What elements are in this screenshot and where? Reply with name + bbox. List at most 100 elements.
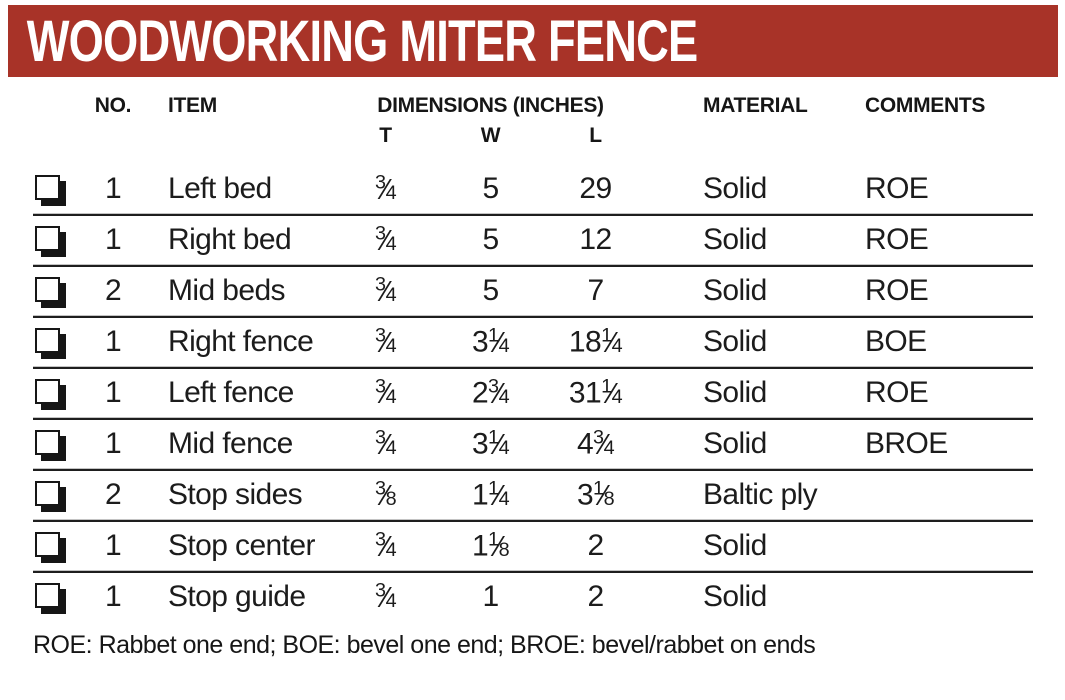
table-header: NO. ITEM DIMENSIONS (INCHES) MATERIAL CO… [33, 91, 1033, 151]
cell-length: 29 [579, 172, 612, 205]
cell-no: 1 [104, 325, 122, 358]
cell-comments: ROE [865, 376, 929, 409]
cell-no: 1 [104, 529, 122, 562]
cell-no: 1 [104, 223, 122, 256]
checkbox-cell [33, 327, 83, 357]
cell-no: 1 [104, 580, 122, 613]
checkbox-cell [33, 378, 83, 408]
abbreviation-key: ROE: Rabbet one end; BOE: bevel one end;… [33, 631, 816, 659]
row-divider [33, 519, 1033, 522]
table-row: 2 Stop sides 3⁄8 11⁄4 31⁄8 Baltic ply [33, 471, 1033, 519]
cell-item: Mid beds [168, 274, 286, 307]
cell-item: Right fence [168, 325, 314, 358]
checkbox-cell [33, 276, 83, 306]
cut-list-page: WOODWORKING MITER FENCE NO. ITEM DIMENSI… [0, 5, 1065, 700]
header-item: ITEM [168, 94, 217, 117]
cell-length: 31⁄8 [576, 477, 615, 512]
row-divider [33, 264, 1033, 267]
cell-width: 5 [482, 172, 499, 205]
cell-width: 5 [482, 274, 499, 307]
cell-no: 1 [104, 376, 122, 409]
cell-width: 11⁄4 [471, 477, 510, 512]
cell-item: Left fence [168, 376, 294, 409]
row-divider [33, 417, 1033, 420]
cell-item: Stop guide [168, 580, 306, 613]
cell-thickness: 3⁄4 [375, 426, 397, 461]
row-divider [33, 366, 1033, 369]
row-divider [33, 570, 1033, 573]
checkbox-cell [33, 582, 83, 612]
cell-length: 311⁄4 [568, 375, 623, 410]
cut-list-table: NO. ITEM DIMENSIONS (INCHES) MATERIAL CO… [33, 91, 1033, 621]
cell-length: 2 [587, 529, 604, 562]
checkbox-icon [35, 531, 60, 557]
cell-width: 23⁄4 [471, 375, 510, 410]
cell-thickness: 3⁄4 [375, 528, 397, 563]
cell-length: 43⁄4 [576, 426, 615, 461]
header-width: W [480, 124, 501, 147]
table-row: 1 Right fence 3⁄4 31⁄4 181⁄4 Solid BOE [33, 318, 1033, 366]
page-title: WOODWORKING MITER FENCE [26, 8, 698, 74]
cell-item: Mid fence [168, 427, 293, 460]
table-row: 1 Mid fence 3⁄4 31⁄4 43⁄4 Solid BROE [33, 420, 1033, 468]
checkbox-icon [35, 429, 60, 455]
checkbox-icon [35, 276, 60, 302]
table-row: 1 Stop guide 3⁄4 1 2 Solid [33, 573, 1033, 621]
cell-length: 2 [587, 580, 604, 613]
checkbox-icon [35, 480, 60, 506]
cell-material: Solid [703, 376, 767, 409]
header-no: NO. [94, 94, 132, 117]
checkbox-cell [33, 429, 83, 459]
cell-material: Baltic ply [703, 478, 818, 511]
cell-width: 5 [482, 223, 499, 256]
table-body: 1 Left bed 3⁄4 5 29 Solid ROE 1 Right bed 3⁄4 5 1 2 S… [33, 165, 1033, 621]
cell-material: Solid [703, 172, 767, 205]
cell-width: 31⁄4 [471, 426, 510, 461]
checkbox-icon [35, 327, 60, 353]
cell-no: 1 [104, 427, 122, 460]
cell-item: Stop sides [168, 478, 303, 511]
checkbox-icon [35, 225, 60, 251]
cell-no: 1 [104, 172, 122, 205]
table-row: 2 Mid beds 3⁄4 5 7 Solid ROE [33, 267, 1033, 315]
checkbox-icon [35, 582, 60, 608]
cell-material: Solid [703, 325, 767, 358]
cell-comments: ROE [865, 223, 929, 256]
cell-thickness: 3⁄4 [375, 222, 397, 257]
title-banner: WOODWORKING MITER FENCE [8, 5, 1058, 77]
cell-thickness: 3⁄4 [375, 324, 397, 359]
header-comments: COMMENTS [865, 94, 986, 117]
header-dimensions: DIMENSIONS (INCHES) [377, 94, 604, 117]
table-row: 1 Left fence 3⁄4 23⁄4 311⁄4 Solid ROE [33, 369, 1033, 417]
table-row: 1 Stop center 3⁄4 11⁄8 2 Solid [33, 522, 1033, 570]
cell-length: 7 [587, 274, 604, 307]
cell-width: 31⁄4 [471, 324, 510, 359]
cell-item: Left bed [168, 172, 272, 205]
cell-thickness: 3⁄4 [375, 375, 397, 410]
row-divider [33, 468, 1033, 471]
cell-width: 1 [482, 580, 499, 613]
cell-material: Solid [703, 427, 767, 460]
row-divider [33, 213, 1033, 216]
cell-material: Solid [703, 529, 767, 562]
checkbox-cell [33, 225, 83, 255]
cell-comments: ROE [865, 172, 929, 205]
header-thickness: T [379, 124, 392, 147]
cell-material: Solid [703, 580, 767, 613]
cell-item: Right bed [168, 223, 292, 256]
checkbox-icon [35, 378, 60, 404]
cell-no: 2 [104, 478, 122, 511]
header-length: L [589, 124, 602, 147]
checkbox-icon [35, 174, 60, 200]
cell-comments: ROE [865, 274, 929, 307]
table-row: 1 Left bed 3⁄4 5 29 Solid ROE [33, 165, 1033, 213]
cell-item: Stop center [168, 529, 315, 562]
cell-length: 181⁄4 [568, 324, 623, 359]
checkbox-cell [33, 174, 83, 204]
cell-material: Solid [703, 223, 767, 256]
cell-thickness: 3⁄4 [375, 171, 397, 206]
cell-no: 2 [104, 274, 122, 307]
row-divider [33, 315, 1033, 318]
cell-width: 11⁄8 [471, 528, 510, 563]
cell-material: Solid [703, 274, 767, 307]
